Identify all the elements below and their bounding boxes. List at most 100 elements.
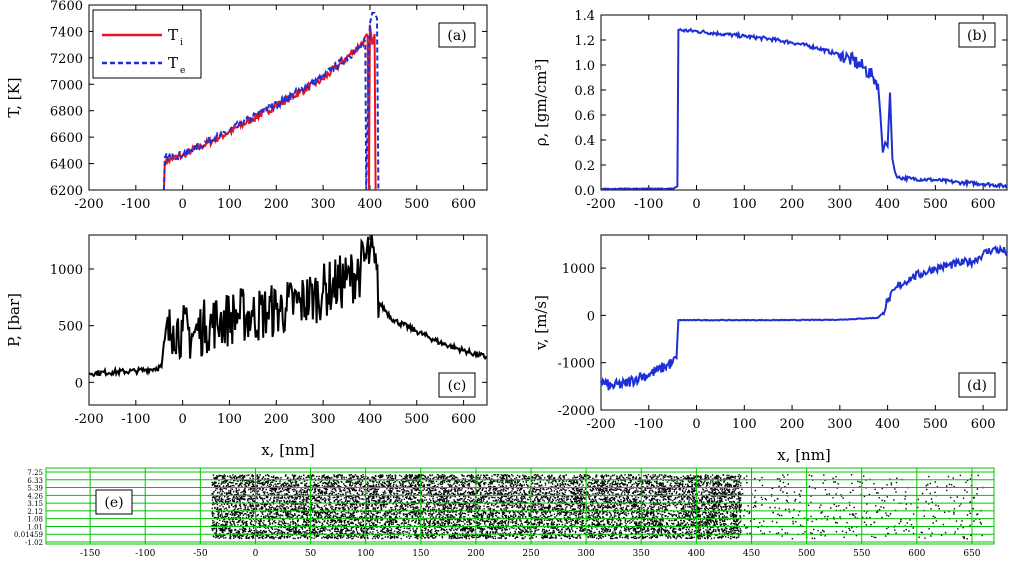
y-tick-label: 0.0 [574,184,595,199]
x-tick-label: 600 [971,197,996,212]
strip-x-tick-label: 550 [853,549,870,559]
x-axis-label: x, [nm] [261,441,315,459]
x-tick-label: 300 [827,417,852,432]
y-tick-label: 0 [587,309,595,324]
x-tick-label: -200 [74,197,103,212]
y-tick-label: 0.6 [574,109,595,124]
strip-y-tick-label: 1.01 [27,523,43,531]
y-tick-label: 0.8 [574,84,595,99]
x-tick-label: 100 [217,197,242,212]
x-tick-label: 100 [732,417,757,432]
strip-x-tick-label: 350 [633,549,650,559]
y-tick-label: 0.4 [574,134,595,149]
panel-a: -200 -100 0 100 200 300 400 500 600 6200 6400 6600 6… [5,0,488,212]
strip-y-tick-label: 1.08 [27,516,43,524]
y-tick-label: 6800 [50,105,83,120]
panel-tag-box [958,22,996,48]
panel-tag: (c) [448,378,467,394]
x-tick-label: 500 [404,412,429,427]
plot-frame [600,234,1008,411]
panel-c: -200 -100 0 100 200 300 400 500 600 0 500 1000 (c) P,… [5,234,488,459]
panel-b: -200 -100 0 100 200 300 400 500 600 0.0 0.2 0.4 0.6 0… [532,9,1008,212]
x-tick-label: 300 [311,197,336,212]
strip-y-tick-label: 3.15 [27,500,43,508]
legend-label: T [168,26,178,44]
x-tick-label: 400 [875,417,900,432]
y-tick-label: 6200 [50,184,83,199]
y-tick-label: 500 [58,320,83,335]
panel-tag-box [95,489,133,515]
y-tick-label: 1.4 [574,9,595,24]
y-axis-label: P, [bar] [5,293,23,347]
series-line-data [600,27,1008,191]
panel-d: -200 -100 0 100 200 300 400 500 600-2000-1000010… [532,234,1008,464]
strip-x-tick-label: 300 [578,549,595,559]
strip-x-tick-label: 600 [908,549,925,559]
strip-x-tick-label: -150 [80,549,100,559]
x-tick-label: -200 [586,197,615,212]
x-axis-label: x, [nm] [777,446,831,464]
y-tick-label: 6400 [50,158,83,173]
y-tick-label: 7600 [50,0,83,14]
x-tick-label: -100 [121,412,150,427]
series-line-te [162,11,380,191]
panel-tag: (e) [104,495,123,511]
x-tick-label: -200 [586,417,615,432]
strip-x-tick-label: 400 [688,549,705,559]
x-tick-label: 0 [179,412,187,427]
x-tick-label: 400 [875,197,900,212]
x-tick-label: 0 [179,197,187,212]
x-tick-label: 600 [971,417,996,432]
plot-frame [88,234,488,406]
x-tick-label: 200 [264,412,289,427]
strip-x-tick-label: 450 [743,549,760,559]
x-tick-label: 100 [217,412,242,427]
x-tick-label: -100 [634,417,663,432]
strip-x-tick-label: 650 [963,549,980,559]
strip-x-tick-label: -100 [135,549,155,559]
x-tick-label: 0 [692,417,700,432]
y-tick-label: 7200 [50,52,83,67]
panel-tag: (a) [447,28,466,44]
strip-x-tick-label: 500 [798,549,815,559]
strip-y-tick-label: 0.01459 [14,531,43,539]
x-tick-label: -100 [121,197,150,212]
y-axis-label: v, [m/s] [532,295,550,351]
strip-y-tick-label: 6.33 [27,477,43,485]
legend-label-sub: i [180,38,183,48]
strip-y-tick-label: 2.12 [27,508,43,516]
strip-x-tick-label: -50 [193,549,208,559]
x-tick-label: 500 [923,197,948,212]
y-tick-label: -2000 [558,404,595,419]
x-tick-label: -200 [74,412,103,427]
panel-tag: (d) [967,378,987,394]
x-tick-label: 200 [780,197,805,212]
y-tick-label: -1000 [558,357,595,372]
strip-x-tick-label: 200 [467,549,484,559]
x-tick-label: 300 [311,412,336,427]
x-tick-label: 600 [451,412,476,427]
x-tick-label: 0 [692,197,700,212]
legend-label: T [168,54,178,72]
x-tick-label: 300 [827,197,852,212]
strip-y-tick-label: 5.39 [27,485,43,493]
y-axis-label: ρ, [gm/cm³] [532,59,550,147]
series-line-data [600,244,1008,391]
strip-y-tick-label: 4.26 [27,492,43,500]
y-tick-label: 0.2 [574,159,595,174]
strip-x-tick-label: 100 [357,549,374,559]
plot-frame [88,4,488,191]
x-tick-label: 200 [264,197,289,212]
y-tick-label: 7000 [50,78,83,93]
panel-tag: (b) [967,28,987,44]
x-tick-label: 400 [358,412,383,427]
panel-tag-box [438,22,476,48]
y-tick-label: 1000 [50,263,83,278]
x-tick-label: 200 [780,417,805,432]
y-tick-label: 7400 [50,25,83,40]
strip-y-tick-label: 7.25 [27,469,43,477]
x-tick-label: -100 [634,197,663,212]
panel-tag-box [958,372,996,398]
y-tick-label: 1.2 [574,34,595,49]
